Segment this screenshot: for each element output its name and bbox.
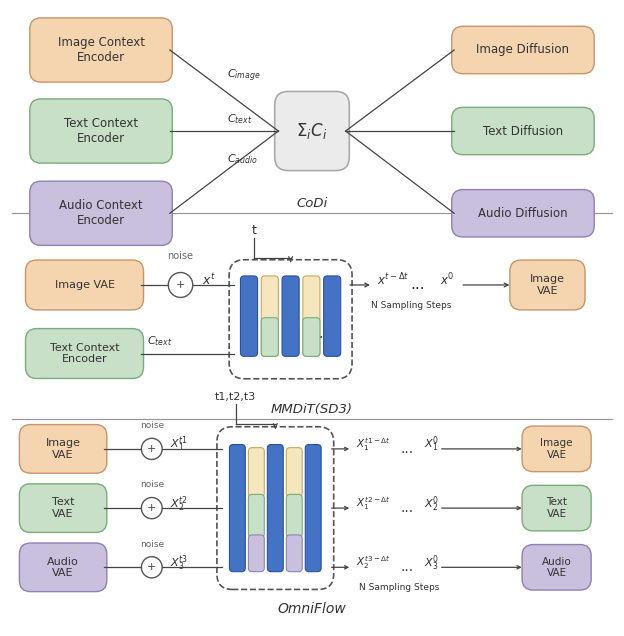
Text: $X_2^{t3-\Delta t}$: $X_2^{t3-\Delta t}$ [356,555,391,571]
Text: Text Context
Encoder: Text Context Encoder [64,117,138,145]
FancyBboxPatch shape [248,494,265,537]
Text: $\Sigma_i C_i$: $\Sigma_i C_i$ [296,121,328,141]
Text: ...: ... [401,501,414,515]
Text: $X_1^{t1-\Delta t}$: $X_1^{t1-\Delta t}$ [356,436,391,453]
Text: noise: noise [140,539,164,549]
FancyBboxPatch shape [286,535,302,572]
FancyBboxPatch shape [19,484,107,532]
FancyBboxPatch shape [286,448,302,497]
Text: +: + [147,503,157,513]
FancyBboxPatch shape [261,276,278,356]
FancyBboxPatch shape [510,260,585,310]
FancyBboxPatch shape [324,276,341,356]
Text: Audio
VAE: Audio VAE [47,556,79,578]
FancyBboxPatch shape [30,181,172,245]
FancyBboxPatch shape [275,92,349,170]
Text: noise: noise [167,251,193,261]
FancyBboxPatch shape [230,445,245,572]
Text: $x^0$: $x^0$ [440,272,454,288]
Text: Audio Context
Encoder: Audio Context Encoder [59,199,143,227]
Text: $C_{text}$: $C_{text}$ [227,112,253,126]
Text: Image
VAE: Image VAE [530,274,565,296]
Text: +: + [147,444,157,454]
Text: t: t [251,224,256,237]
Text: t1,t2,t3: t1,t2,t3 [215,392,256,402]
Text: noise: noise [140,480,164,490]
Text: $x^{t-\Delta t}$: $x^{t-\Delta t}$ [376,272,409,288]
Text: Image
VAE: Image VAE [46,438,80,460]
Text: +: + [176,280,185,290]
Text: Text
VAE: Text VAE [52,497,74,519]
Text: Audio Diffusion: Audio Diffusion [478,207,568,220]
FancyBboxPatch shape [452,26,594,74]
FancyBboxPatch shape [522,544,591,590]
FancyBboxPatch shape [19,543,107,591]
FancyBboxPatch shape [26,329,144,378]
Text: MMDiT(SD3): MMDiT(SD3) [271,403,353,416]
Text: $X_1^{t2-\Delta t}$: $X_1^{t2-\Delta t}$ [356,495,391,512]
Text: ...: ... [401,560,414,574]
Text: $X_1^0$: $X_1^0$ [424,435,439,454]
Text: ...: ... [401,442,414,456]
FancyBboxPatch shape [452,190,594,237]
Text: Text
VAE: Text VAE [546,497,567,519]
FancyBboxPatch shape [305,445,321,572]
Text: $X_3^{t3}$: $X_3^{t3}$ [170,553,188,573]
Text: Audio
VAE: Audio VAE [542,556,572,578]
FancyBboxPatch shape [303,318,320,356]
Text: ...: ... [410,277,425,293]
Text: $x^t$: $x^t$ [202,272,216,287]
Text: $X_2^{t2}$: $X_2^{t2}$ [170,494,188,513]
Text: $X_1^{t1}$: $X_1^{t1}$ [170,435,188,454]
Text: $C_{text}$: $C_{text}$ [147,334,173,348]
Text: CoDi: CoDi [296,197,328,210]
FancyBboxPatch shape [267,445,283,572]
FancyBboxPatch shape [282,276,299,356]
FancyBboxPatch shape [286,494,302,537]
FancyBboxPatch shape [522,485,591,531]
Text: Image Diffusion: Image Diffusion [477,43,570,57]
Text: Image
VAE: Image VAE [540,438,573,460]
Text: Text Context
Encoder: Text Context Encoder [50,343,119,364]
Text: +: + [147,562,157,572]
Text: $X_3^0$: $X_3^0$ [424,553,439,573]
FancyBboxPatch shape [248,535,265,572]
FancyBboxPatch shape [30,18,172,82]
FancyBboxPatch shape [240,276,258,356]
FancyBboxPatch shape [19,425,107,473]
FancyBboxPatch shape [30,99,172,163]
Text: $C_{image}$: $C_{image}$ [227,68,261,84]
Text: N Sampling Steps: N Sampling Steps [371,301,452,310]
FancyBboxPatch shape [26,260,144,310]
Text: noise: noise [140,421,164,430]
Text: Text Diffusion: Text Diffusion [483,125,563,137]
Text: OmniFlow: OmniFlow [278,602,346,616]
FancyBboxPatch shape [452,107,594,155]
Text: N Sampling Steps: N Sampling Steps [359,583,439,592]
FancyBboxPatch shape [522,426,591,472]
FancyBboxPatch shape [248,448,265,497]
Text: Image VAE: Image VAE [54,280,115,290]
Text: Image Context
Encoder: Image Context Encoder [57,36,145,64]
Text: $X_2^0$: $X_2^0$ [424,494,439,513]
Text: $C_{audio}$: $C_{audio}$ [227,152,258,166]
FancyBboxPatch shape [261,318,278,356]
FancyBboxPatch shape [303,276,320,356]
